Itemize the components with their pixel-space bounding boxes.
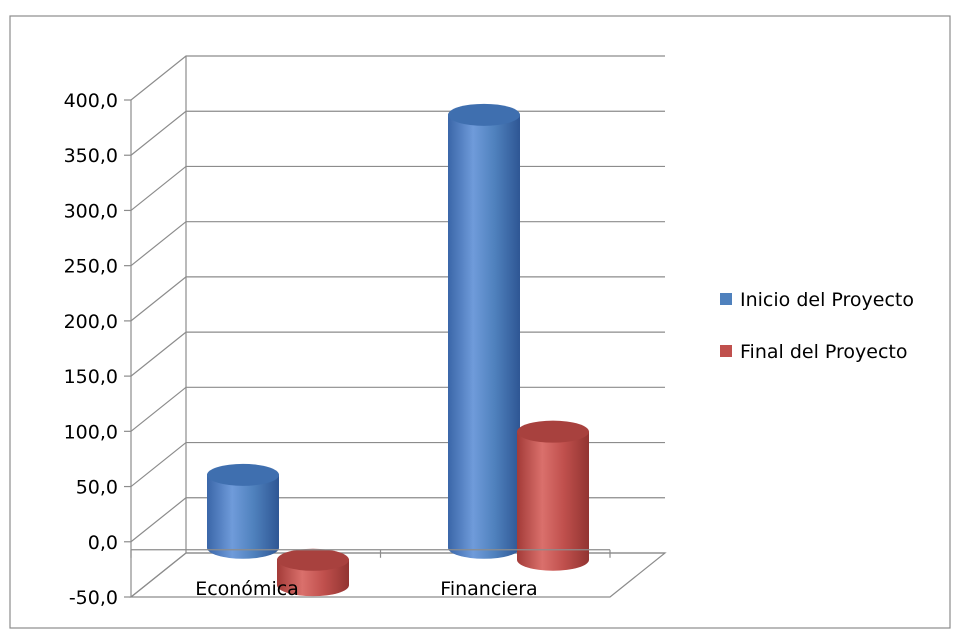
legend-label: Inicio del Proyecto: [740, 289, 914, 311]
bar-cap: [207, 463, 279, 486]
y-tick-label: 300,0: [64, 200, 118, 222]
y-tick-label: 150,0: [64, 366, 118, 388]
y-tick-label: 100,0: [64, 421, 118, 443]
bar: [517, 420, 589, 571]
y-tick-label: 350,0: [64, 145, 118, 167]
gridline: [130, 55, 665, 101]
y-tick-label: 200,0: [64, 311, 118, 333]
y-tick-label: 400,0: [64, 90, 118, 112]
x-tick-label: Económica: [195, 578, 299, 600]
bar-cap: [517, 420, 589, 443]
bar: [448, 103, 520, 559]
legend-swatch: [720, 293, 732, 305]
legend: Inicio del Proyecto Final del Proyecto: [720, 289, 914, 363]
x-tick-label: Financiera: [440, 578, 537, 600]
bar-body: [517, 431, 589, 571]
bars: [207, 103, 589, 597]
legend-label: Final del Proyecto: [740, 341, 908, 363]
bar: [207, 463, 279, 559]
bar-cap: [448, 103, 520, 126]
y-tick-label: -50,0: [69, 587, 118, 609]
y-tick-label: 0,0: [88, 532, 118, 554]
bar-body: [207, 474, 279, 559]
y-axis: -50,0 0,0 50,0 100,0 150,0 200,0 250,0 300,0 350…: [64, 90, 131, 609]
bar-cap: [277, 548, 349, 571]
bar: [277, 548, 349, 597]
legend-swatch: [720, 345, 732, 357]
y-tick-label: 250,0: [64, 256, 118, 278]
y-tick-label: 50,0: [76, 477, 118, 499]
bar-body: [448, 114, 520, 559]
x-axis: Económica Financiera: [130, 549, 611, 600]
